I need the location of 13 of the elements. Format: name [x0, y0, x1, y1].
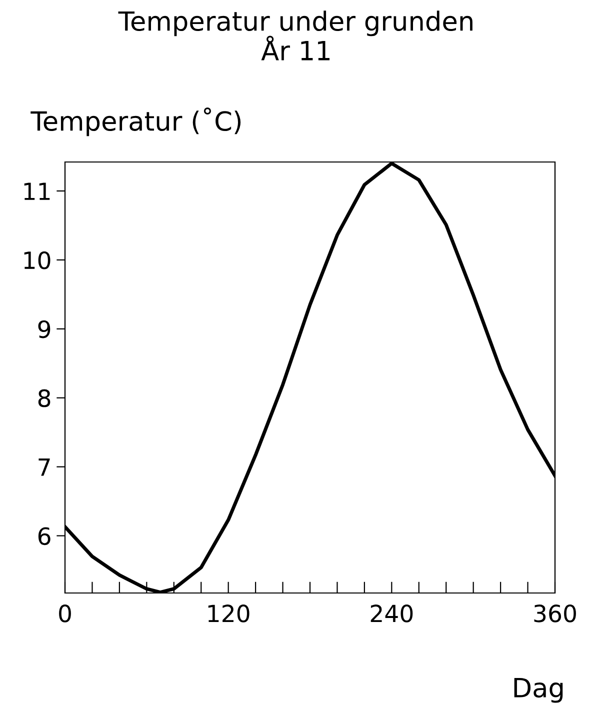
y-tick-label: 8: [38, 389, 50, 408]
y-tick-label: 10: [24, 251, 50, 270]
y-tick-label: 9: [38, 320, 50, 338]
x-tick-label: 120: [208, 604, 250, 622]
y-axis-title: Temperatur (˚C): [30, 107, 241, 136]
y-tick-label: 6: [38, 527, 50, 546]
chart-title: Temperatur under grunden År 11: [118, 10, 472, 60]
x-tick-label: 240: [370, 604, 413, 622]
x-tick-label: 0: [59, 604, 71, 622]
x-tick-label: 360: [534, 604, 576, 622]
y-tick-label: 11: [24, 182, 50, 200]
y-tick-label: 7: [38, 458, 50, 476]
x-axis-title: Dag: [514, 678, 563, 703]
